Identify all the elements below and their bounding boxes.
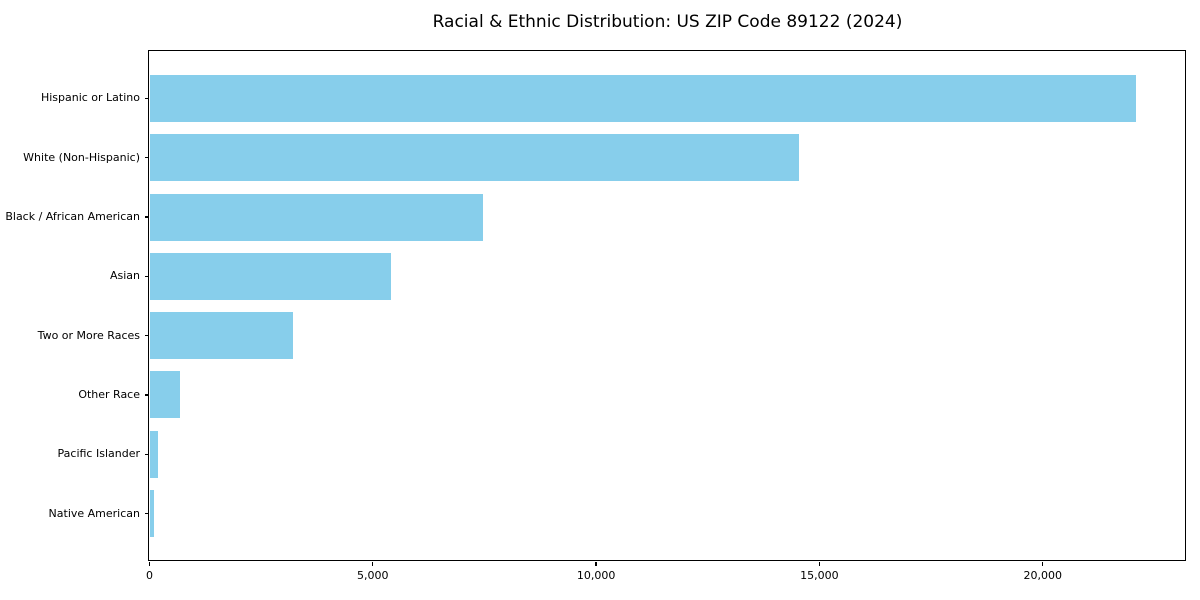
x-axis-tick-label: 15,000 <box>800 568 839 582</box>
bar <box>149 134 800 182</box>
plot-area <box>148 50 1186 561</box>
x-axis-tick-label: 5,000 <box>357 568 389 582</box>
y-axis-label: Other Race <box>78 387 140 401</box>
bar <box>149 430 159 478</box>
chart-title: Racial & Ethnic Distribution: US ZIP Cod… <box>432 12 903 32</box>
bar <box>149 312 294 360</box>
y-axis-tick <box>144 216 149 218</box>
x-axis-tick <box>1042 561 1044 566</box>
y-axis-label: White (Non-Hispanic) <box>23 150 140 164</box>
y-axis-tick <box>144 97 149 100</box>
y-axis-tick <box>144 453 149 455</box>
x-axis-tick-label: 0 <box>146 568 153 582</box>
x-axis-tick-label: 20,000 <box>1023 568 1062 582</box>
bar <box>149 252 392 300</box>
y-axis-label: Native American <box>48 506 140 520</box>
bar <box>149 371 181 419</box>
y-axis-label: Asian <box>109 269 140 283</box>
y-axis-label: Two or More Races <box>37 328 140 342</box>
x-axis-tick <box>148 561 151 566</box>
y-axis-label: Hispanic or Latino <box>40 91 140 105</box>
x-axis-tick <box>818 561 821 566</box>
y-axis-label: Pacific Islander <box>57 447 140 461</box>
y-axis-tick <box>144 275 149 277</box>
x-axis-tick <box>372 561 374 566</box>
y-axis-label: Black / African American <box>5 210 140 224</box>
bar <box>149 74 1137 122</box>
bar <box>149 193 484 241</box>
x-axis-tick-label: 10,000 <box>576 568 616 582</box>
y-axis-tick <box>144 512 149 515</box>
bar <box>149 490 155 538</box>
x-axis-tick <box>595 561 597 566</box>
y-axis-tick <box>144 394 149 396</box>
y-axis-tick <box>144 335 149 337</box>
y-axis-tick <box>144 157 149 159</box>
